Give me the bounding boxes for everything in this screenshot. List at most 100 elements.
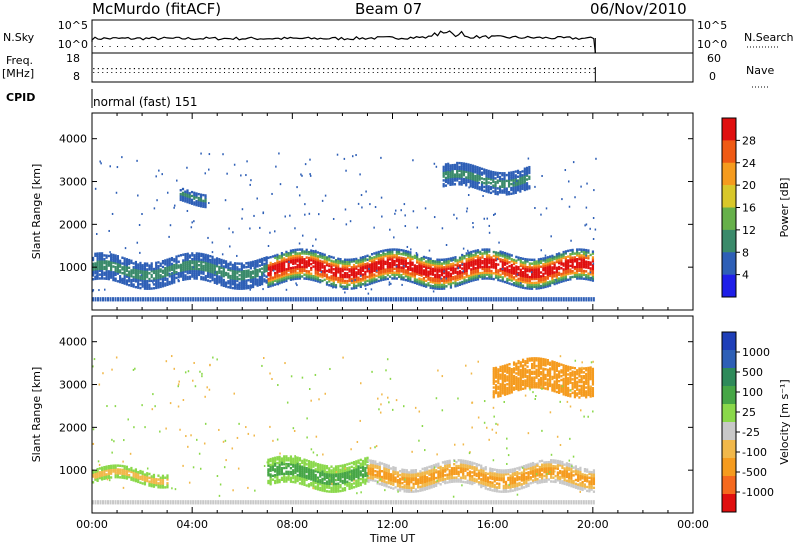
power-echo-cell bbox=[478, 186, 481, 189]
power-echo-cell bbox=[247, 263, 250, 267]
power-echo-cell bbox=[243, 266, 246, 269]
velocity-echo-cell bbox=[314, 464, 317, 467]
power-echo-cell bbox=[501, 185, 504, 189]
freq-point bbox=[219, 68, 221, 70]
power-echo-cell bbox=[289, 255, 293, 258]
power-echo-cell bbox=[298, 252, 302, 255]
power-echo-cell bbox=[533, 270, 536, 273]
power-echo-cell bbox=[501, 183, 504, 187]
power-speck bbox=[433, 216, 436, 219]
power-echo-cell bbox=[285, 258, 288, 261]
power-echo-cell bbox=[456, 270, 459, 274]
power-ground-cell bbox=[364, 297, 367, 302]
power-echo-cell bbox=[472, 277, 475, 280]
power-echo-cell bbox=[186, 200, 189, 204]
power-ytick-label: 3000 bbox=[59, 176, 87, 189]
power-echo-cell bbox=[305, 250, 308, 254]
power-echo-cell bbox=[451, 169, 454, 173]
power-echo-cell bbox=[474, 167, 477, 170]
power-echo-cell bbox=[373, 252, 376, 255]
power-echo-cell bbox=[474, 169, 477, 172]
power-echo-cell bbox=[505, 189, 508, 192]
power-echo-cell bbox=[164, 261, 167, 264]
power-speck bbox=[115, 191, 118, 194]
power-echo-cell bbox=[539, 271, 543, 274]
power-echo-cell bbox=[146, 281, 149, 285]
power-echo-cell bbox=[155, 267, 158, 270]
power-speck bbox=[200, 152, 202, 155]
power-echo-cell bbox=[483, 265, 486, 269]
velocity-echo-cell bbox=[98, 476, 101, 480]
power-speck bbox=[168, 235, 170, 238]
power-echo-cell bbox=[528, 266, 531, 269]
power-echo-cell bbox=[402, 266, 405, 270]
power-ground-cell bbox=[194, 297, 197, 302]
power-echo-cell bbox=[332, 271, 335, 275]
power-echo-cell bbox=[274, 273, 277, 277]
power-echo-cell bbox=[341, 266, 344, 269]
velocity-echo-cell bbox=[352, 478, 356, 481]
power-ground-cell bbox=[512, 297, 515, 302]
power-echo-cell bbox=[105, 265, 108, 269]
power-echo-cell bbox=[285, 279, 288, 283]
power-echo-cell bbox=[218, 258, 221, 261]
velocity-echo-cell bbox=[332, 471, 335, 474]
power-echo-cell bbox=[447, 166, 450, 169]
power-echo-cell bbox=[564, 265, 567, 269]
power-echo-cell bbox=[202, 264, 205, 268]
power-echo-cell bbox=[175, 272, 178, 276]
power-echo-cell bbox=[202, 253, 205, 256]
power-echo-cell bbox=[303, 261, 306, 265]
velocity-echo-cell bbox=[328, 474, 331, 478]
power-echo-cell bbox=[312, 278, 315, 282]
power-echo-cell bbox=[576, 269, 579, 272]
power-echo-cell bbox=[364, 274, 367, 278]
velocity-echo-cell bbox=[328, 480, 331, 484]
power-echo-cell bbox=[348, 264, 351, 267]
power-echo-cell bbox=[506, 273, 509, 277]
freq-point bbox=[129, 68, 131, 70]
power-echo-cell bbox=[528, 171, 531, 175]
power-echo-cell bbox=[305, 264, 308, 267]
velocity-echo-cell bbox=[321, 489, 324, 492]
freq-point bbox=[525, 68, 528, 70]
velocity-ground-cell bbox=[154, 500, 157, 505]
power-echo-cell bbox=[413, 266, 416, 269]
velocity-ground-cell bbox=[334, 500, 337, 505]
power-speck bbox=[585, 254, 587, 257]
power-echo-cell bbox=[501, 264, 504, 268]
nave-point bbox=[106, 72, 108, 73]
power-echo-cell bbox=[146, 270, 149, 273]
velocity-ground-cell bbox=[314, 500, 317, 505]
velocity-echo-cell bbox=[328, 473, 331, 476]
power-echo-cell bbox=[494, 274, 498, 277]
power-echo-cell bbox=[287, 265, 290, 268]
power-echo-cell bbox=[361, 279, 365, 282]
power-echo-cell bbox=[474, 270, 477, 274]
power-echo-cell bbox=[292, 256, 295, 260]
power-echo-cell bbox=[479, 250, 482, 254]
power-echo-cell bbox=[395, 252, 398, 255]
freq-point bbox=[480, 68, 483, 70]
power-echo-cell bbox=[551, 256, 554, 260]
power-echo-cell bbox=[501, 280, 504, 283]
power-echo-cell bbox=[407, 256, 410, 259]
velocity-echo-cell bbox=[283, 462, 286, 466]
power-echo-cell bbox=[175, 270, 178, 274]
power-speck bbox=[296, 186, 298, 189]
power-echo-cell bbox=[256, 265, 259, 268]
power-echo-cell bbox=[388, 263, 392, 267]
power-echo-cell bbox=[323, 253, 326, 256]
power-echo-cell bbox=[197, 260, 201, 263]
power-echo-cell bbox=[341, 269, 344, 273]
velocity-echo-cell bbox=[355, 485, 358, 488]
velocity-echo-cell bbox=[276, 481, 279, 484]
power-echo-cell bbox=[533, 277, 536, 281]
power-echo-cell bbox=[141, 269, 144, 273]
power-echo-cell bbox=[413, 268, 416, 271]
velocity-echo-cell bbox=[319, 482, 322, 486]
power-echo-cell bbox=[523, 182, 526, 186]
power-echo-cell bbox=[141, 279, 144, 282]
velocity-echo-cell bbox=[157, 484, 160, 487]
power-echo-cell bbox=[388, 248, 392, 251]
